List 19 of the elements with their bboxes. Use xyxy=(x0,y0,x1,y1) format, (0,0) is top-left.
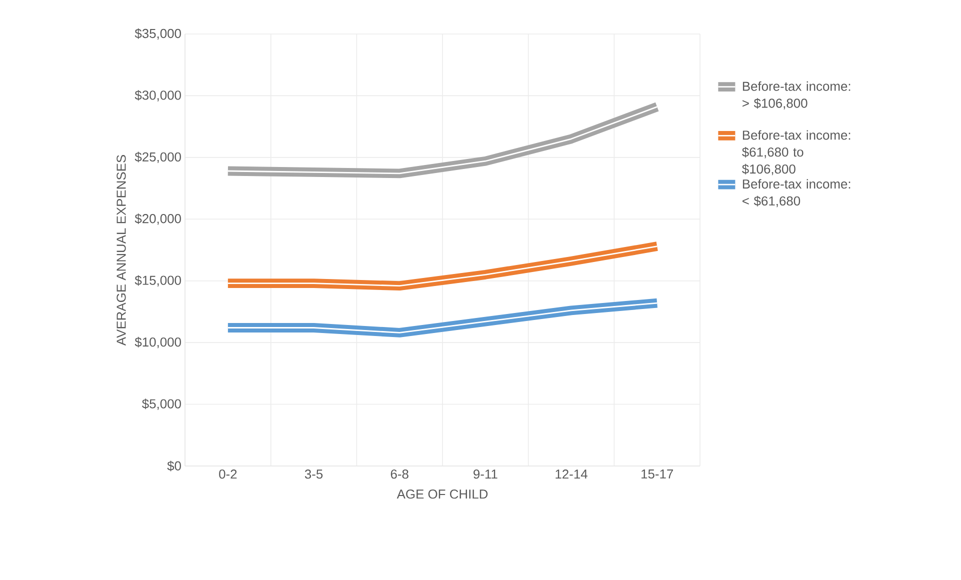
x-tick-label: 12-14 xyxy=(556,470,588,479)
x-tick-label: 6-8 xyxy=(390,470,408,479)
legend-label: Before-tax income: > $106,800 xyxy=(742,81,850,110)
y-tick-label: $15,000 xyxy=(134,275,181,286)
y-axis-title: AVERAGE ANNUAL EXPENSES xyxy=(116,154,126,346)
y-tick-label: $35,000 xyxy=(134,28,181,40)
y-tick-label: $30,000 xyxy=(134,90,181,102)
y-tick-label: $0 xyxy=(167,460,181,472)
y-tick-label: $5,000 xyxy=(142,398,181,410)
x-tick-label: 9-11 xyxy=(474,470,498,479)
legend-label: Before-tax income: < $61,680 xyxy=(742,179,850,208)
x-tick-label: 3-5 xyxy=(304,470,323,479)
x-axis-title: AGE OF CHILD xyxy=(396,490,488,499)
y-tick-label: $20,000 xyxy=(134,214,181,225)
y-tick-label: $25,000 xyxy=(134,152,181,164)
x-tick-label: 0-2 xyxy=(219,470,237,479)
y-tick-label: $10,000 xyxy=(134,336,181,348)
x-tick-label: 15-17 xyxy=(642,470,673,479)
legend-label: Before-tax income: $61,680 to $106,800 xyxy=(742,130,850,176)
